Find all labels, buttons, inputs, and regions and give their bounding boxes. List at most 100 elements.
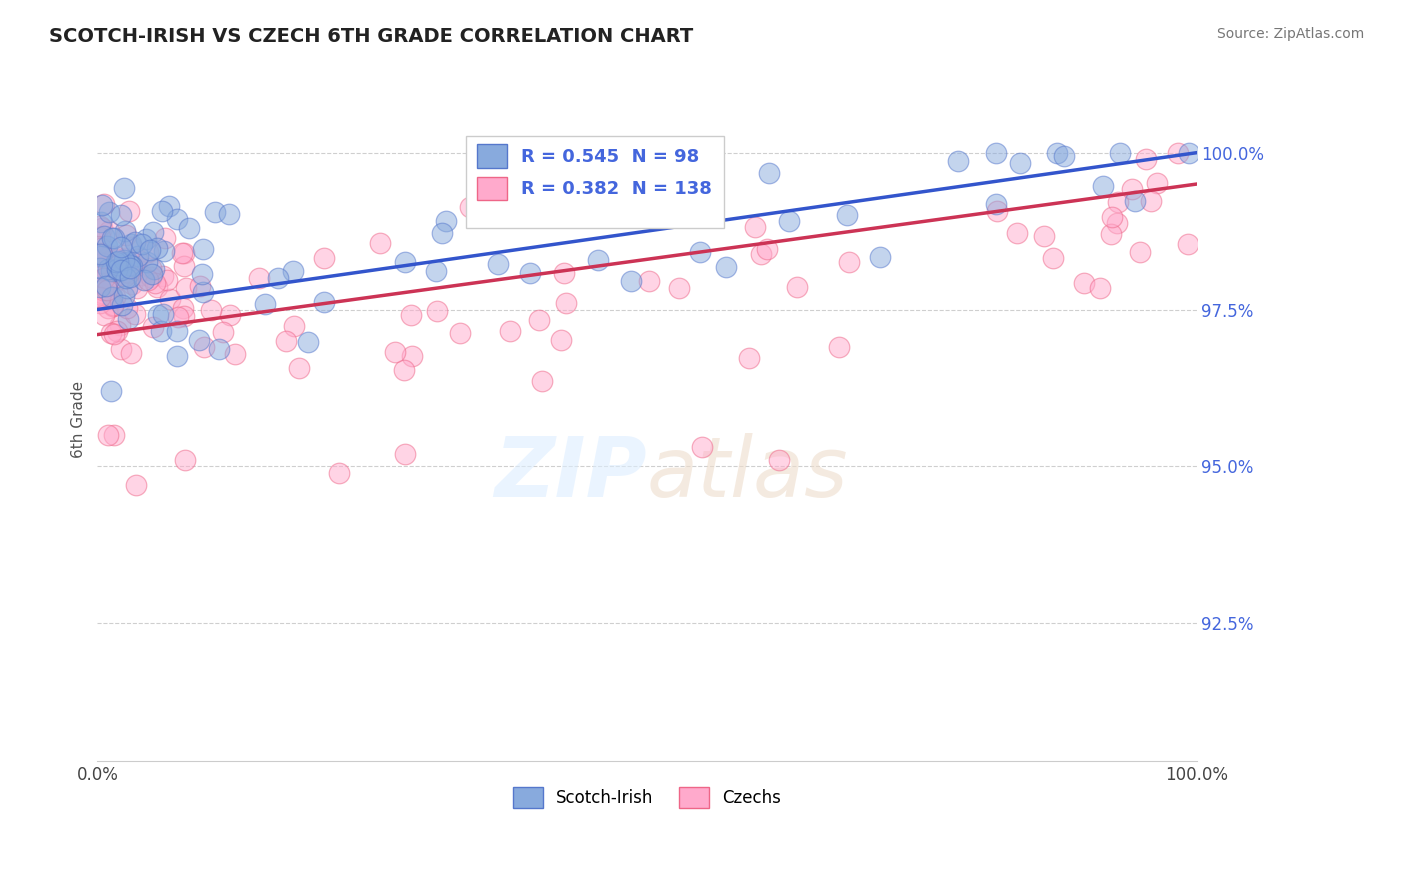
Point: [90, 198, 112, 212]
Point: [173, 309, 195, 323]
Point: [1032, 229, 1054, 244]
Point: [208, 342, 231, 356]
Point: [93, 270, 115, 285]
Point: [97, 224, 120, 238]
Point: [124, 235, 146, 249]
Point: [1008, 156, 1031, 170]
Point: [620, 274, 643, 288]
Point: [638, 274, 661, 288]
Point: [267, 271, 290, 285]
Point: [112, 181, 135, 195]
Point: [148, 308, 170, 322]
Bar: [477, 177, 508, 201]
Point: [117, 255, 139, 269]
Point: [100, 384, 122, 398]
Point: [328, 466, 350, 480]
Point: [200, 302, 222, 317]
Point: [93, 197, 115, 211]
Point: [170, 245, 193, 260]
Point: [96, 283, 118, 297]
Point: [1090, 280, 1112, 294]
Point: [778, 213, 800, 227]
Point: [89, 219, 111, 233]
Point: [527, 313, 550, 327]
Point: [1042, 251, 1064, 265]
Point: [150, 204, 173, 219]
Point: [191, 285, 214, 300]
Point: [93, 229, 115, 244]
Point: [107, 264, 129, 278]
Point: [946, 154, 969, 169]
Point: [689, 244, 711, 259]
Point: [984, 145, 1007, 160]
Point: [368, 236, 391, 251]
Point: [274, 334, 297, 349]
Point: [1073, 276, 1095, 290]
Point: [1140, 194, 1163, 209]
Point: [1107, 216, 1129, 230]
Point: [174, 281, 197, 295]
Point: [101, 299, 124, 313]
Point: [141, 270, 163, 285]
Point: [101, 271, 124, 285]
Point: [738, 351, 761, 365]
Point: [146, 241, 169, 255]
Point: [530, 374, 553, 388]
Point: [118, 261, 141, 276]
Point: [218, 207, 240, 221]
Point: [401, 349, 423, 363]
Point: [828, 340, 851, 354]
Point: [131, 237, 153, 252]
Point: [131, 268, 153, 283]
Point: [117, 312, 139, 326]
Point: [191, 242, 214, 256]
Point: [314, 295, 336, 310]
Point: [100, 287, 122, 301]
Point: [127, 252, 149, 266]
Point: [786, 279, 808, 293]
Bar: [477, 145, 508, 169]
Point: [458, 200, 481, 214]
Point: [1005, 227, 1028, 241]
Point: [97, 428, 120, 442]
Point: [97, 250, 120, 264]
Point: [314, 251, 336, 265]
Point: [89, 247, 111, 261]
Point: [111, 256, 134, 270]
Text: ZIP: ZIP: [495, 434, 647, 515]
Point: [89, 290, 111, 304]
Point: [550, 333, 572, 347]
Point: [97, 261, 120, 276]
Point: [1107, 194, 1129, 209]
Point: [1099, 227, 1122, 241]
Point: [224, 347, 246, 361]
Point: [174, 453, 197, 467]
Point: [121, 259, 143, 273]
Point: [118, 259, 141, 273]
Point: [159, 292, 181, 306]
Point: [141, 261, 163, 276]
Point: [101, 297, 124, 311]
Point: [588, 253, 610, 268]
Point: [401, 308, 423, 322]
Point: [101, 277, 124, 291]
Point: [449, 326, 471, 340]
Point: [93, 289, 115, 303]
Point: [668, 281, 690, 295]
Point: [394, 447, 416, 461]
Point: [1109, 145, 1132, 160]
Point: [124, 259, 146, 273]
Point: [498, 324, 520, 338]
Point: [135, 232, 157, 246]
Point: [768, 453, 790, 467]
Point: [103, 327, 125, 342]
Point: [166, 310, 188, 325]
Point: [145, 280, 167, 294]
Text: atlas: atlas: [647, 434, 849, 515]
Point: [90, 241, 112, 255]
Point: [136, 244, 159, 259]
Point: [115, 227, 138, 242]
Point: [394, 254, 416, 268]
Point: [173, 259, 195, 273]
Point: [100, 289, 122, 303]
